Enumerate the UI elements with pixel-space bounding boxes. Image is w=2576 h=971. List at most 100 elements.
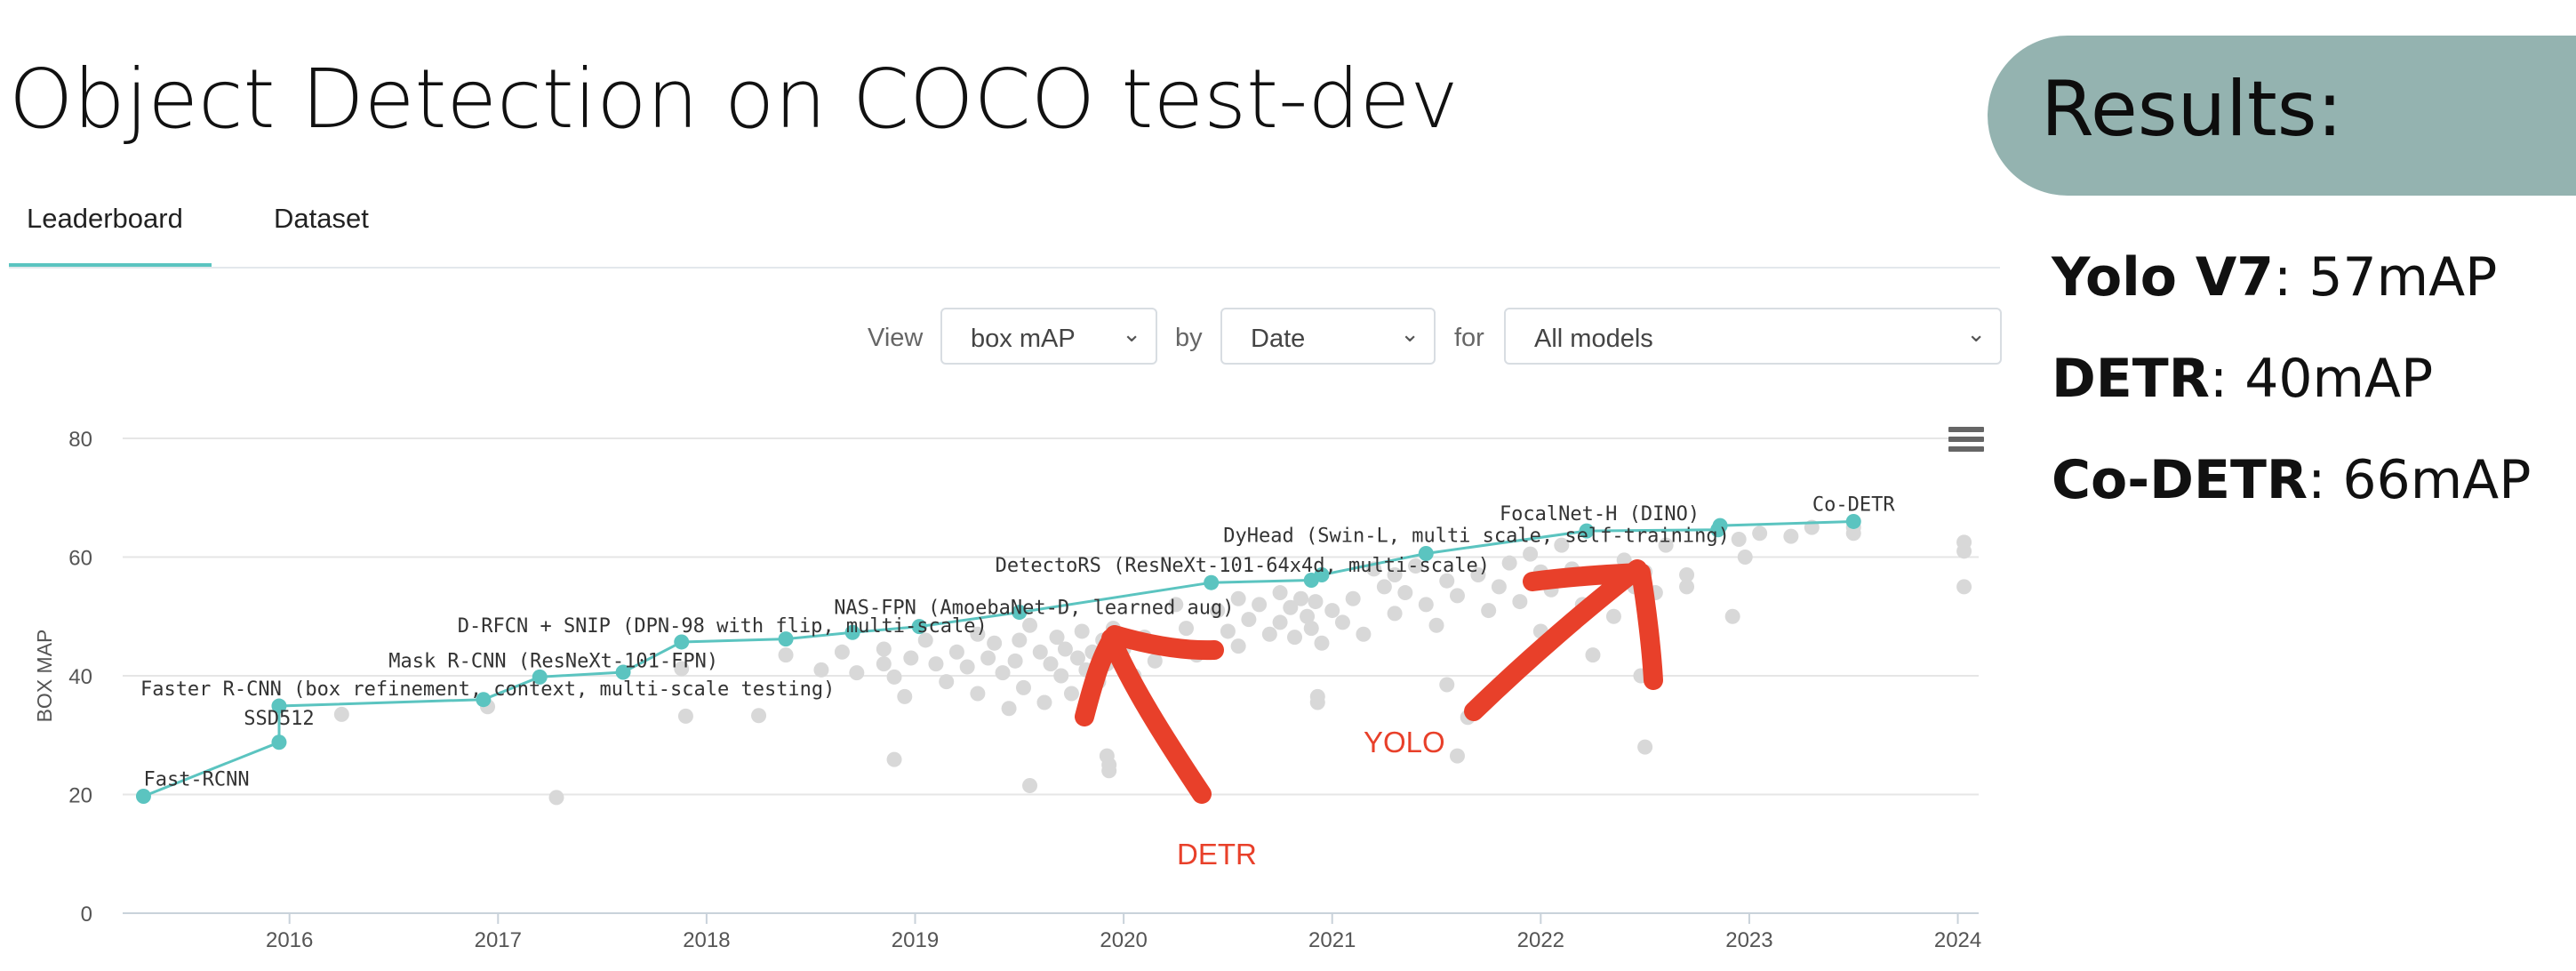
result-name: Yolo V7 xyxy=(2052,246,2275,309)
view-label: View xyxy=(868,324,924,352)
other-model-point xyxy=(1783,528,1799,544)
results-header: Results: xyxy=(1988,36,2576,196)
sota-point[interactable] xyxy=(1012,605,1028,621)
other-model-point xyxy=(876,641,892,657)
tab-leaderboard[interactable]: Leaderboard xyxy=(27,203,183,234)
sota-point[interactable] xyxy=(271,734,287,750)
x-tick-label: 2024 xyxy=(1934,928,1981,952)
other-model-point xyxy=(1252,597,1268,613)
sota-point[interactable] xyxy=(1579,523,1595,539)
other-model-point xyxy=(897,688,913,704)
by-select[interactable]: Date ⌄ xyxy=(1220,308,1436,365)
sota-point[interactable] xyxy=(476,692,492,708)
sota-point[interactable] xyxy=(1845,513,1861,529)
other-model-point xyxy=(834,644,850,660)
other-model-point xyxy=(1210,603,1226,619)
other-model-point xyxy=(1737,550,1753,565)
other-model-point xyxy=(1387,606,1403,622)
other-model-point xyxy=(1036,694,1052,710)
result-name: Co-DETR xyxy=(2052,449,2308,511)
chevron-down-icon: ⌄ xyxy=(1966,320,1986,347)
for-select-value: All models xyxy=(1534,325,1653,353)
other-model-point xyxy=(1314,635,1330,651)
result-value: : 40mAP xyxy=(2209,348,2434,410)
other-model-point xyxy=(1387,567,1403,583)
sota-point[interactable] xyxy=(532,669,548,685)
sota-point[interactable] xyxy=(615,664,631,680)
sota-point[interactable] xyxy=(911,619,927,635)
other-model-point xyxy=(1470,567,1486,583)
other-model-point xyxy=(1220,623,1236,639)
other-model-point xyxy=(1752,526,1768,542)
other-model-point xyxy=(1731,531,1747,547)
other-model-point xyxy=(948,644,964,660)
other-model-point xyxy=(1334,614,1350,630)
other-model-point xyxy=(1272,585,1288,601)
other-model-point xyxy=(1345,590,1361,606)
sota-point-label: Mask R-CNN (ResNeXt-101-FPN) xyxy=(388,650,718,672)
x-tick-label: 2020 xyxy=(1100,928,1147,952)
result-value: : 57mAP xyxy=(2274,246,2498,309)
y-tick-label: 40 xyxy=(68,665,92,689)
tab-dataset[interactable]: Dataset xyxy=(274,203,369,234)
other-model-point xyxy=(1049,630,1065,646)
other-model-point xyxy=(1074,623,1090,639)
other-model-point xyxy=(987,635,1003,651)
other-model-point xyxy=(1022,777,1038,793)
sota-point[interactable] xyxy=(778,631,794,647)
other-model-point xyxy=(1491,579,1507,595)
other-model-point xyxy=(928,656,944,672)
other-model-point xyxy=(1022,617,1038,633)
other-model-point xyxy=(1679,567,1695,583)
sota-point[interactable] xyxy=(271,698,287,714)
other-model-point xyxy=(1605,608,1621,624)
other-model-point xyxy=(1308,594,1324,610)
other-model-point xyxy=(1397,585,1413,601)
other-model-point xyxy=(1272,614,1288,630)
other-model-point xyxy=(1168,597,1184,613)
other-model-point xyxy=(876,656,892,672)
sota-point[interactable] xyxy=(844,624,860,640)
result-name: DETR xyxy=(2052,348,2210,410)
other-model-point xyxy=(1001,701,1017,717)
result-detr: DETR: 40mAP xyxy=(2052,352,2433,405)
sota-point-label: SSD512 xyxy=(244,708,314,730)
other-model-point xyxy=(813,662,829,678)
other-model-point xyxy=(1439,677,1455,693)
other-model-point xyxy=(1303,621,1319,637)
other-model-point xyxy=(959,659,975,675)
view-select[interactable]: box mAP ⌄ xyxy=(940,308,1157,365)
sota-point-label: DetectoRS (ResNeXt-101-64x4d, multi-scal… xyxy=(996,555,1490,577)
other-model-point xyxy=(939,674,955,690)
sota-point[interactable] xyxy=(1418,545,1434,561)
other-model-point xyxy=(1428,617,1444,633)
other-model-point xyxy=(1286,630,1302,646)
y-tick-label: 80 xyxy=(68,428,92,452)
other-model-point xyxy=(1069,650,1085,666)
y-axis-title: BOX MAP xyxy=(33,630,56,723)
view-select-value: box mAP xyxy=(971,325,1076,353)
sota-point[interactable] xyxy=(1712,518,1728,534)
results-title: Results: xyxy=(2041,65,2343,154)
for-select[interactable]: All models ⌄ xyxy=(1504,308,2002,365)
other-model-point xyxy=(1481,603,1497,619)
sota-point-label: Co-DETR xyxy=(1812,494,1895,516)
hamburger-menu-icon[interactable] xyxy=(1948,427,1984,453)
other-model-point xyxy=(1309,694,1325,710)
x-tick-label: 2018 xyxy=(683,928,730,952)
sota-point[interactable] xyxy=(1314,567,1330,583)
x-tick-label: 2019 xyxy=(892,928,939,952)
sota-point[interactable] xyxy=(1204,574,1220,590)
sota-point[interactable] xyxy=(674,634,690,650)
chevron-down-icon: ⌄ xyxy=(1122,320,1141,347)
by-select-value: Date xyxy=(1251,325,1306,353)
sota-point[interactable] xyxy=(135,789,151,805)
other-model-point xyxy=(1512,594,1528,610)
other-model-point xyxy=(970,626,986,642)
x-tick-label: 2023 xyxy=(1725,928,1772,952)
other-model-point xyxy=(1324,603,1340,619)
other-model-point xyxy=(1408,558,1424,574)
other-model-point xyxy=(1956,543,1972,559)
tab-bar: Leaderboard Dataset xyxy=(9,196,2000,269)
sota-point-label: Faster R-CNN (box refinement, context, m… xyxy=(140,678,835,701)
